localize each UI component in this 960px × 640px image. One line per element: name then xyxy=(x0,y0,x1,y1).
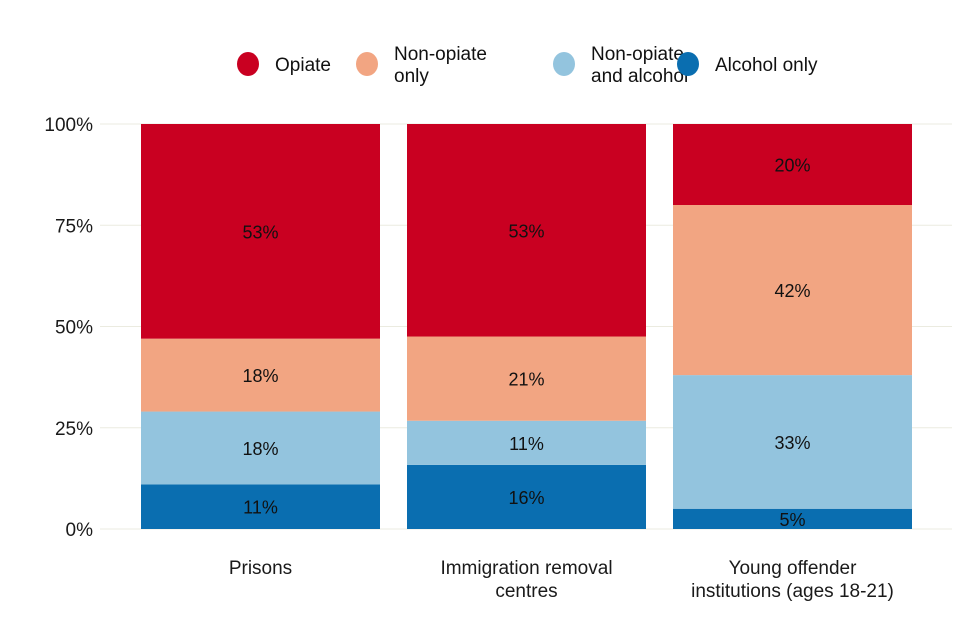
bar-segment xyxy=(141,484,380,529)
x-tick-label: Immigration removal centres xyxy=(440,558,612,602)
data-label: 53% xyxy=(508,221,544,241)
bar-stack: 16% 11% 21% 53% xyxy=(407,124,646,529)
y-tick-label: 100% xyxy=(44,115,93,136)
data-label: 33% xyxy=(774,433,810,453)
legend-label: Opiate xyxy=(275,55,331,76)
bar-segment xyxy=(673,124,912,205)
bar-segment xyxy=(407,336,646,421)
data-label: 20% xyxy=(774,156,810,176)
legend-label: Non-opiate only xyxy=(394,44,487,87)
data-label: 53% xyxy=(242,222,278,242)
legend-swatch xyxy=(356,52,378,76)
legend-swatch xyxy=(553,52,575,76)
bar-segment xyxy=(141,338,380,412)
x-axis-labels: Prisons Immigration removal centres Young o… xyxy=(229,558,894,602)
data-label: 11% xyxy=(509,434,544,454)
bars: 11% 18% 18% 53% 16% 11% 21% 53% 5% 33% 42% 20% xyxy=(141,124,912,530)
data-label: 18% xyxy=(242,366,278,386)
y-tick-label: 50% xyxy=(55,318,93,339)
bar-segment xyxy=(141,411,380,485)
legend-item: Non-opiate only xyxy=(356,44,487,87)
bar-segment xyxy=(673,205,912,376)
bar-segment xyxy=(407,124,646,337)
y-axis-ticks: 0% 25% 50% 75% 100% xyxy=(44,115,93,541)
bar-stack: 5% 33% 42% 20% xyxy=(673,124,912,530)
y-tick-label: 75% xyxy=(55,216,93,237)
data-label: 5% xyxy=(779,510,805,530)
bar-segment xyxy=(407,464,646,529)
legend-swatch xyxy=(677,52,699,76)
legend-label: Alcohol only xyxy=(715,55,818,76)
data-label: 21% xyxy=(508,370,544,390)
data-label: 42% xyxy=(774,281,810,301)
bar-segment xyxy=(141,124,380,339)
legend-item: Non-opiate and alcohol xyxy=(553,44,688,87)
legend-item: Opiate xyxy=(237,52,331,76)
y-tick-label: 25% xyxy=(55,419,93,440)
legend-swatch xyxy=(237,52,259,76)
y-tick-label: 0% xyxy=(66,520,94,541)
legend: Opiate Non-opiate only Non-opiate and alcoho… xyxy=(237,44,818,87)
bar-segment xyxy=(673,508,912,529)
legend-item: Alcohol only xyxy=(677,52,818,76)
x-tick-label: Prisons xyxy=(229,558,292,579)
bar-segment xyxy=(673,375,912,509)
data-label: 16% xyxy=(508,488,544,508)
data-label: 11% xyxy=(243,498,278,518)
bar-stack: 11% 18% 18% 53% xyxy=(141,124,380,529)
data-label: 18% xyxy=(242,439,278,459)
x-tick-label: Young offender institutions (ages 18-21) xyxy=(691,558,894,602)
legend-label: Non-opiate and alcohol xyxy=(591,44,688,87)
bar-segment xyxy=(407,420,646,465)
